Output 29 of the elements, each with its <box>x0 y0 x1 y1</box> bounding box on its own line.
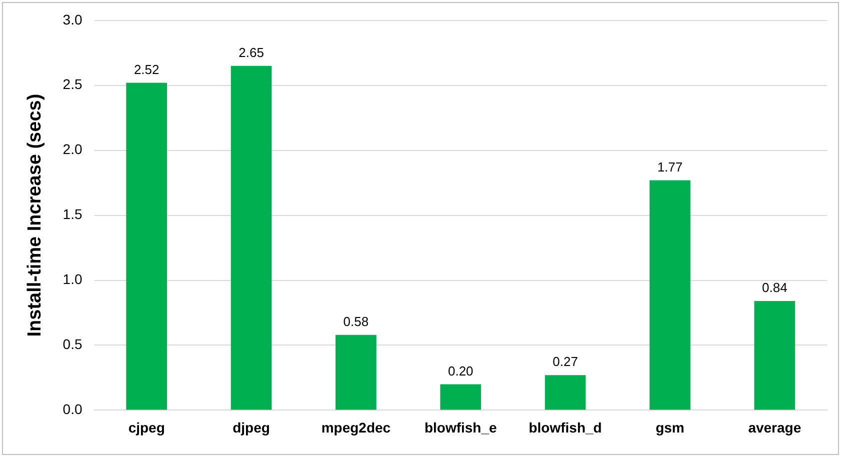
y-tick-label: 0.5 <box>62 336 82 352</box>
data-label: 1.77 <box>657 159 683 174</box>
bar <box>650 180 690 410</box>
x-tick-label: djpeg <box>232 419 270 436</box>
data-label: 0.20 <box>448 363 474 378</box>
x-tick-label: average <box>748 419 802 436</box>
x-tick-label: mpeg2dec <box>321 419 391 436</box>
y-tick-label: 1.0 <box>62 271 82 288</box>
bar <box>230 66 272 410</box>
x-tick-label: gsm <box>656 419 684 436</box>
data-label: 2.52 <box>134 62 160 77</box>
x-tick-label: blowfish_e <box>424 419 498 436</box>
y-tick-label: 2.5 <box>62 76 82 92</box>
y-tick-label: 0.0 <box>62 401 82 418</box>
y-tick-label: 3.0 <box>62 11 82 28</box>
y-tick-label: 2.0 <box>62 141 82 158</box>
data-label: 0.84 <box>762 280 788 296</box>
x-tick-label: cjpeg <box>128 419 165 436</box>
bar <box>754 301 796 410</box>
data-label: 0.58 <box>343 314 369 329</box>
bar <box>440 384 482 410</box>
y-axis-title: Install-time Increase (secs) <box>24 94 46 337</box>
bar <box>544 375 586 410</box>
x-tick-label: blowfish_d <box>528 419 602 436</box>
data-label: 2.65 <box>238 44 264 60</box>
data-label: 0.27 <box>552 354 578 370</box>
bar <box>126 82 168 410</box>
y-tick-label: 1.5 <box>62 206 82 222</box>
bar <box>336 334 376 410</box>
